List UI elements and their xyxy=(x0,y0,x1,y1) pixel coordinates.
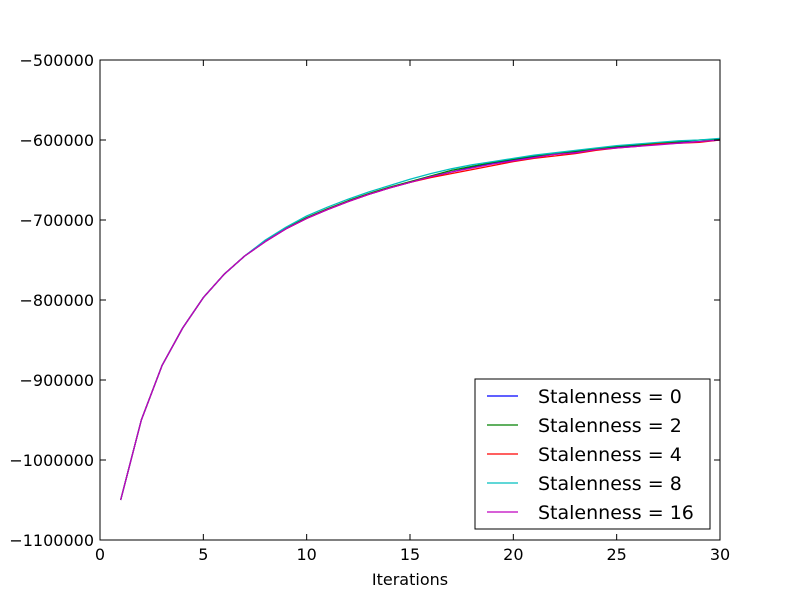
series-line-4 xyxy=(120,139,721,501)
y-tick-label: −800000 xyxy=(20,291,94,310)
legend-label: Stalenness = 16 xyxy=(538,502,694,524)
x-tick-label: 25 xyxy=(606,545,626,564)
x-tick-label: 20 xyxy=(503,545,523,564)
series-layer xyxy=(120,137,721,501)
x-tick-label: 30 xyxy=(710,545,730,564)
legend-label: Stalenness = 4 xyxy=(538,444,682,466)
legend-label: Stalenness = 2 xyxy=(538,415,682,437)
y-tick-label: −900000 xyxy=(20,371,94,390)
legend-items: Stalenness = 0 Stalenness = 2 Stalenness =… xyxy=(487,386,694,524)
y-tick-label: −1100000 xyxy=(9,531,94,550)
y-tick-label: −1000000 xyxy=(9,451,94,470)
legend-label: Stalenness = 0 xyxy=(538,386,682,408)
x-tick-label: 10 xyxy=(296,545,316,564)
x-axis-label: Iterations xyxy=(372,570,448,589)
x-tick-label: 15 xyxy=(400,545,420,564)
legend: Stalenness = 0 Stalenness = 2 Stalenness =… xyxy=(474,378,711,530)
y-tick-label: −700000 xyxy=(20,211,94,230)
y-tick-label: −500000 xyxy=(20,51,94,70)
legend-label: Stalenness = 8 xyxy=(538,473,682,495)
ticks-layer: 0 5 10 15 20 25 30 −1100000 −1000000 −900000 −8000… xyxy=(9,51,730,564)
x-tick-label: 5 xyxy=(198,545,208,564)
x-tick-label: 0 xyxy=(95,545,105,564)
y-tick-label: −600000 xyxy=(20,131,94,150)
